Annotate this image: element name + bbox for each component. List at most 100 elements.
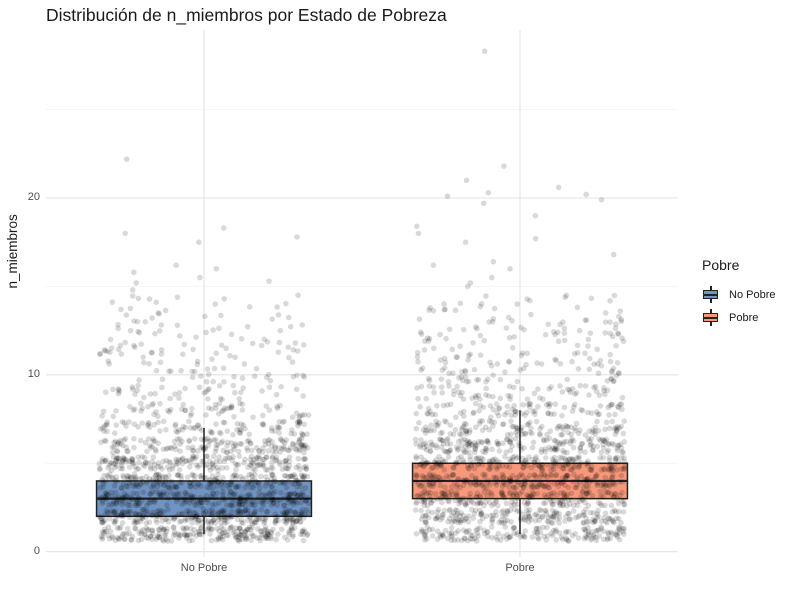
data-point xyxy=(144,502,150,509)
data-point xyxy=(206,458,213,465)
data-point xyxy=(297,412,303,419)
data-point xyxy=(291,498,298,504)
data-point xyxy=(536,395,543,401)
data-point xyxy=(129,533,136,540)
data-point xyxy=(148,444,154,451)
data-point xyxy=(457,343,463,350)
data-point xyxy=(299,510,306,517)
data-point xyxy=(270,448,276,455)
data-point xyxy=(459,537,465,544)
data-point xyxy=(567,456,573,462)
data-point xyxy=(186,438,192,445)
data-point xyxy=(618,519,624,526)
data-point xyxy=(427,493,433,500)
data-point xyxy=(484,437,491,444)
data-point xyxy=(602,330,609,336)
data-point xyxy=(228,513,235,520)
data-point xyxy=(464,283,471,290)
data-point xyxy=(281,473,288,479)
data-point xyxy=(144,527,151,533)
data-point xyxy=(412,436,419,443)
data-point xyxy=(609,517,616,524)
data-point xyxy=(187,532,193,538)
data-point xyxy=(99,519,106,526)
data-point xyxy=(159,478,166,485)
data-point xyxy=(163,457,170,464)
data-point xyxy=(193,454,200,460)
data-point xyxy=(608,475,615,481)
data-point xyxy=(212,520,218,526)
data-point xyxy=(555,483,562,490)
data-point xyxy=(261,438,268,444)
data-point xyxy=(460,457,467,464)
data-point xyxy=(226,512,232,518)
data-point xyxy=(428,422,434,429)
data-point xyxy=(460,447,467,454)
data-point xyxy=(173,498,180,505)
data-point xyxy=(538,446,545,453)
data-point xyxy=(233,442,239,449)
data-point xyxy=(424,410,430,417)
data-point xyxy=(146,519,153,526)
data-point xyxy=(461,535,468,541)
data-point xyxy=(127,474,134,480)
data-point xyxy=(246,513,253,520)
data-point xyxy=(216,509,222,516)
data-point xyxy=(545,410,551,417)
data-point xyxy=(601,387,607,394)
data-point xyxy=(564,449,570,456)
data-point xyxy=(263,509,270,515)
data-point xyxy=(506,534,512,541)
data-point xyxy=(140,513,147,519)
data-point xyxy=(423,519,429,526)
data-point xyxy=(475,439,482,445)
y-tick-label: 20 xyxy=(27,191,40,203)
data-point xyxy=(298,442,304,448)
data-point xyxy=(492,480,498,486)
data-point xyxy=(197,494,204,501)
data-point xyxy=(261,492,268,498)
data-point xyxy=(191,436,198,442)
data-point xyxy=(120,457,126,464)
data-point xyxy=(146,296,153,302)
data-point xyxy=(276,418,283,425)
data-point xyxy=(521,534,528,540)
data-point xyxy=(413,471,419,478)
data-point xyxy=(182,496,189,503)
data-point xyxy=(263,454,270,460)
data-point xyxy=(594,480,600,487)
data-point xyxy=(604,449,610,455)
data-point xyxy=(112,464,118,471)
data-point xyxy=(586,366,593,373)
data-point xyxy=(215,535,222,541)
data-point xyxy=(254,459,260,466)
data-point xyxy=(581,476,588,483)
data-point xyxy=(588,295,595,302)
data-point xyxy=(439,490,445,496)
data-point xyxy=(261,519,267,526)
data-point xyxy=(286,447,292,454)
data-point xyxy=(205,525,212,531)
data-point xyxy=(504,531,511,538)
data-point xyxy=(462,367,468,374)
data-point xyxy=(302,442,309,449)
data-point xyxy=(269,453,276,460)
data-point xyxy=(232,354,238,361)
data-point xyxy=(168,490,174,496)
data-point xyxy=(438,384,445,390)
data-point xyxy=(471,366,478,373)
data-point xyxy=(269,460,275,466)
data-point xyxy=(589,429,596,436)
data-point xyxy=(448,524,455,531)
data-point xyxy=(192,510,198,516)
data-point xyxy=(108,508,115,514)
data-point xyxy=(522,481,528,488)
data-point xyxy=(480,456,486,463)
data-point xyxy=(117,342,124,349)
data-point xyxy=(253,516,260,523)
data-point xyxy=(556,530,563,536)
data-point xyxy=(602,474,609,481)
data-point xyxy=(179,511,185,518)
data-point xyxy=(467,494,473,501)
data-point xyxy=(102,490,109,497)
